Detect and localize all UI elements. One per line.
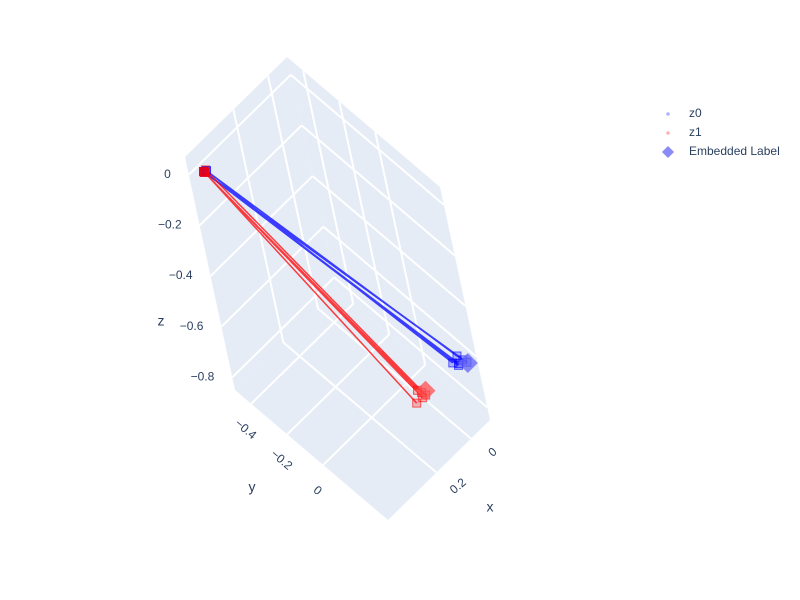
grid-line bbox=[290, 73, 445, 206]
z-tick-label: −0.8 bbox=[191, 370, 215, 384]
grid-line bbox=[198, 124, 303, 227]
grid-line bbox=[209, 175, 314, 277]
marker bbox=[457, 353, 478, 374]
grid-line bbox=[250, 303, 354, 405]
wall bbox=[287, 57, 490, 420]
marker bbox=[200, 167, 210, 177]
legend-label[interactable]: z0 bbox=[689, 106, 702, 120]
grid-line bbox=[267, 75, 319, 309]
marker bbox=[448, 358, 458, 368]
marker bbox=[415, 380, 436, 401]
series-line bbox=[203, 170, 468, 366]
marker bbox=[200, 165, 210, 175]
grid-line bbox=[311, 175, 467, 307]
y-tick-label: −0.4 bbox=[232, 416, 259, 442]
marker bbox=[412, 398, 422, 408]
y-axis-title: y bbox=[249, 479, 256, 495]
grid-line bbox=[220, 225, 325, 328]
x-tick-label: 0.2 bbox=[447, 475, 469, 497]
y-tick-label: 0 bbox=[311, 483, 325, 498]
z-tick-label: −0.2 bbox=[158, 218, 182, 232]
grid-line bbox=[333, 276, 488, 409]
legend-marker[interactable] bbox=[662, 146, 674, 158]
z-tick-label: 0 bbox=[164, 167, 171, 181]
x-axis-title: x bbox=[487, 499, 494, 515]
grid-line bbox=[286, 333, 390, 436]
legend-marker[interactable] bbox=[666, 112, 670, 116]
marks bbox=[199, 165, 478, 408]
series-line bbox=[203, 169, 427, 404]
grid-line bbox=[322, 225, 478, 358]
wall bbox=[235, 290, 490, 520]
marker bbox=[199, 167, 209, 177]
z-tick-label: −0.6 bbox=[180, 319, 204, 333]
ticks: 0 −0.2 −0.4 −0.6 −0.8 −0.4 −0.2 0 0 0.2 bbox=[158, 167, 500, 498]
legend-marker[interactable] bbox=[666, 131, 670, 135]
grid-line bbox=[317, 307, 472, 440]
legend-label[interactable]: z1 bbox=[689, 125, 702, 139]
grid-line bbox=[282, 341, 438, 474]
grid-line bbox=[302, 70, 355, 304]
y-tick-label: −0.2 bbox=[268, 447, 295, 473]
grid-line bbox=[188, 74, 292, 176]
x-tick-label: 0 bbox=[485, 444, 499, 459]
z-axis-title: z bbox=[158, 313, 165, 329]
z-tick-label: −0.4 bbox=[169, 268, 193, 282]
legend-label[interactable]: Embedded Label bbox=[689, 144, 780, 158]
legend: z0 z1 Embedded Label bbox=[662, 106, 780, 158]
grid-line bbox=[338, 101, 391, 335]
grid-line bbox=[301, 124, 456, 257]
